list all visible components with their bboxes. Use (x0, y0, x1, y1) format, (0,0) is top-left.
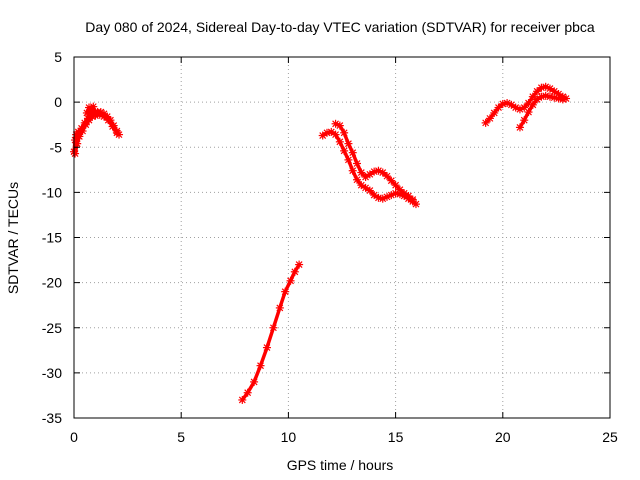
data-point (378, 168, 387, 177)
y-tick-label: 0 (54, 94, 62, 110)
data-point (361, 173, 370, 182)
data-point (550, 87, 559, 96)
data-point (490, 108, 499, 117)
x-tick-label: 25 (602, 429, 618, 445)
data-point (250, 377, 259, 386)
data-point (331, 130, 340, 139)
y-tick-label: -25 (42, 320, 62, 336)
chart-title: Day 080 of 2024, Sidereal Day-to-day VTE… (85, 19, 595, 35)
data-point (485, 114, 494, 123)
data-point (327, 127, 336, 136)
data-point (89, 102, 98, 111)
data-point (295, 260, 304, 269)
data-point (81, 120, 90, 129)
data-point (408, 195, 417, 204)
y-tick-label: -10 (42, 184, 62, 200)
data-point (73, 139, 82, 148)
data-point (262, 343, 271, 352)
data-point (318, 131, 327, 140)
axis-ticks (73, 56, 611, 419)
x-tick-label: 0 (70, 429, 78, 445)
data-point (344, 155, 353, 164)
data-point (340, 128, 349, 137)
data-point (524, 108, 533, 117)
data-point (558, 95, 567, 104)
x-tick-label: 10 (281, 429, 297, 445)
data-point (507, 100, 516, 109)
data-point (112, 128, 121, 137)
data-point (545, 84, 554, 93)
data-point (269, 323, 278, 332)
data-point (71, 149, 80, 158)
data-point (335, 121, 344, 130)
data-point (275, 303, 284, 312)
data-point (520, 116, 529, 125)
x-axis-label: GPS time / hours (287, 457, 394, 473)
data-point (340, 146, 349, 155)
data-point (365, 170, 374, 179)
data-point (533, 95, 542, 104)
data-point (357, 181, 366, 190)
data-point (78, 127, 87, 136)
data-point (348, 166, 357, 175)
data-point (528, 100, 537, 109)
data-point (400, 189, 409, 198)
data-point (515, 123, 524, 132)
data-point (387, 176, 396, 185)
data-series (70, 82, 571, 404)
x-tick-label: 15 (388, 429, 404, 445)
data-point (353, 175, 362, 184)
data-point (361, 183, 370, 192)
data-point (335, 137, 344, 146)
data-point (91, 108, 100, 117)
x-tick-label: 5 (177, 429, 185, 445)
data-point (370, 191, 379, 200)
y-tick-label: -15 (42, 230, 62, 246)
data-point (243, 388, 252, 397)
y-axis-label: SDTVAR / TECUs (5, 182, 21, 294)
y-tick-label: -20 (42, 275, 62, 291)
x-tick-label: 20 (495, 429, 511, 445)
data-point (108, 122, 117, 131)
data-point (104, 116, 113, 125)
y-tick-label: -35 (42, 410, 62, 426)
data-point (256, 361, 265, 370)
y-tick-label: -30 (42, 365, 62, 381)
data-point (286, 276, 295, 285)
data-point (281, 287, 290, 296)
data-point (528, 92, 537, 101)
data-point (290, 267, 299, 276)
y-tick-label: 5 (54, 49, 62, 65)
tick-labels: 0 5 10 15 20 25 5 0 -5 -10 -15 -20 -25 -30 -35 (42, 49, 618, 445)
data-point (238, 395, 247, 404)
data-point (481, 118, 490, 127)
data-point (344, 139, 353, 148)
data-point (348, 148, 357, 157)
y-tick-label: -5 (50, 139, 63, 155)
data-point (411, 200, 420, 209)
data-point (353, 159, 362, 168)
